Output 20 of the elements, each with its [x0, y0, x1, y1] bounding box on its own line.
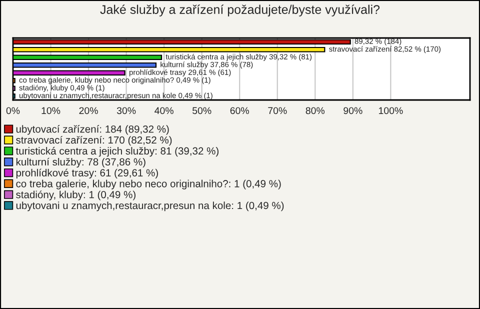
x-tick-label: 20% — [79, 107, 98, 114]
legend-label: prohlídkové trasy: 61 (29,61 %) — [16, 168, 158, 178]
x-tick-label: 90% — [344, 107, 362, 114]
x-tick-label: 10% — [42, 107, 60, 114]
legend-label: turistická centra a jejich služby: 81 (39,32 %) — [16, 146, 218, 157]
legend-label: stadióny, kluby: 1 (0,49 %) — [16, 190, 136, 200]
x-tick-label: 80% — [306, 107, 325, 114]
legend-label: kulturní služby: 78 (37,86 %) — [16, 158, 146, 168]
x-tick-label: 30% — [116, 107, 136, 114]
x-tick-label: 100% — [378, 107, 403, 114]
legend-label: ubytovací zařízení: 184 (89,32 %) — [16, 125, 169, 135]
x-tick-label: 50% — [192, 107, 212, 114]
legend-label: co treba galerie, kluby nebo neco originalniho?: 1 (0,49 %) — [16, 180, 281, 190]
x-tick-label: 0% — [6, 107, 20, 114]
x-tick-label: 70% — [268, 107, 287, 114]
x-tick-label: 40% — [154, 107, 174, 114]
legend-label: stravovací zařízení: 170 (82,52 %) — [16, 136, 172, 146]
legend-label: ubytovani u znamych,restauracr,presun na kole: 1 (0,49 %) — [16, 202, 284, 212]
x-tick-label: 60% — [230, 107, 249, 114]
chart-title: Jaké služby a zařízení požadujete/byste využívali? — [100, 4, 380, 16]
